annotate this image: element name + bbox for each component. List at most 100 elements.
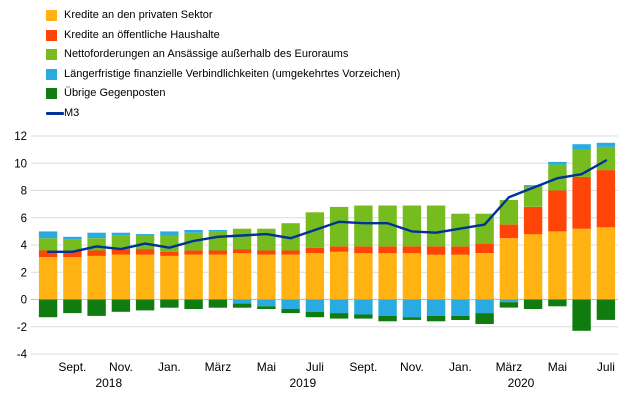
x-tick-label: Nov. [400, 360, 424, 374]
bar-segment [87, 299, 106, 316]
bar-segment [426, 315, 446, 322]
legend-label: Längerfristige finanzielle Verbindlichke… [64, 67, 401, 80]
bar-segment [596, 142, 616, 147]
legend-item: M3 [46, 104, 400, 124]
bar-segment [329, 299, 349, 314]
bar-segment [232, 299, 252, 304]
bar-segment [208, 250, 228, 255]
bar-segment [257, 306, 276, 309]
bar-segment [451, 246, 470, 255]
bar-segment [354, 246, 373, 254]
bar-segment [184, 299, 203, 309]
y-tick-label: 0 [21, 295, 27, 307]
y-tick-label: 6 [21, 213, 27, 225]
bar-segment [38, 257, 58, 300]
bar-segment [451, 254, 470, 300]
m3-line [46, 159, 608, 254]
bar-segment [111, 249, 131, 255]
bar-segment [378, 246, 397, 254]
bar-segment [402, 246, 422, 254]
bar-segment [184, 250, 203, 255]
bar-segment [63, 257, 82, 300]
bar-segment [499, 299, 519, 303]
x-tick-label: März [496, 360, 523, 374]
bar-segment [257, 254, 276, 300]
bar-segment [160, 235, 179, 252]
bar-segment [160, 251, 179, 256]
bar-segment [475, 299, 494, 314]
bar-segment [87, 255, 106, 300]
legend-label: Kredite an öffentliche Haushalte [64, 28, 220, 41]
bar-segment [329, 246, 349, 252]
bar-segment [87, 250, 106, 256]
bar-segment [281, 299, 300, 309]
bar-segment [402, 253, 422, 300]
bar-segment [135, 254, 155, 300]
bar-segment [87, 232, 106, 239]
bar-segment [38, 299, 58, 318]
x-tick-label: Juli [306, 360, 324, 374]
bar-segment [329, 206, 349, 247]
bar-segment [354, 314, 373, 319]
bar-segment [596, 299, 616, 320]
bar-segment [305, 311, 325, 318]
bar-segment [63, 250, 82, 258]
year-label: 2019 [289, 376, 316, 390]
bar-segment [160, 299, 179, 308]
bar-segment [281, 309, 300, 314]
bar-segment [499, 238, 519, 300]
bar-segment [160, 255, 179, 300]
bar-segment [208, 231, 228, 251]
bar-segment [596, 170, 616, 228]
bar-segment [111, 235, 131, 250]
legend-item: Kredite an den privaten Sektor [46, 6, 400, 26]
bar-segment [475, 253, 494, 300]
bar-segment [281, 254, 300, 300]
y-tick-label: 10 [14, 158, 27, 170]
bar-segment [572, 144, 591, 150]
y-tick-label: -2 [17, 322, 27, 334]
bar-segment [451, 213, 470, 247]
legend-label: M3 [64, 106, 80, 119]
bar-segment [111, 299, 131, 312]
bar-segment [63, 239, 82, 251]
bar-segment [111, 232, 131, 236]
legend-color-swatch [46, 68, 57, 80]
bar-segment [523, 299, 543, 309]
legend-item: Längerfristige finanzielle Verbindlichke… [46, 65, 400, 85]
bar-segment [499, 224, 519, 239]
bar-segment [160, 231, 179, 236]
bar-segment [38, 250, 58, 258]
year-label: 2020 [508, 376, 535, 390]
bar-segment [426, 299, 446, 316]
bar-segment [378, 205, 397, 247]
bar-segment [402, 299, 422, 318]
bar-segment [232, 228, 252, 250]
legend-item: Übrige Gegenposten [46, 84, 400, 104]
x-tick-label: Sept. [58, 360, 86, 374]
legend-label: Nettoforderungen an Ansässige außerhalb … [64, 48, 349, 61]
legend-item: Kredite an öffentliche Haushalte [46, 26, 400, 46]
bar-segment [499, 302, 519, 308]
bar-segment [354, 299, 373, 315]
legend-item: Nettoforderungen an Ansässige außerhalb … [46, 45, 400, 65]
bar-segment [232, 249, 252, 254]
y-tick-label: -4 [17, 349, 28, 361]
bar-segment [63, 299, 82, 314]
y-tick-label: 2 [21, 267, 27, 279]
bar-segment [451, 299, 470, 316]
bar-segment [523, 234, 543, 300]
bar-segment [257, 228, 276, 251]
bar-segment [451, 315, 470, 320]
x-tick-label: März [205, 360, 232, 374]
bar-segment [135, 249, 155, 255]
x-tick-label: Mai [257, 360, 276, 374]
bar-segment [63, 236, 82, 240]
bar-segment [281, 250, 300, 255]
bar-segment [329, 251, 349, 300]
bar-segment [523, 185, 543, 187]
y-tick-label: 4 [21, 240, 28, 252]
bar-segment [305, 253, 325, 300]
x-tick-label: Jan. [158, 360, 181, 374]
